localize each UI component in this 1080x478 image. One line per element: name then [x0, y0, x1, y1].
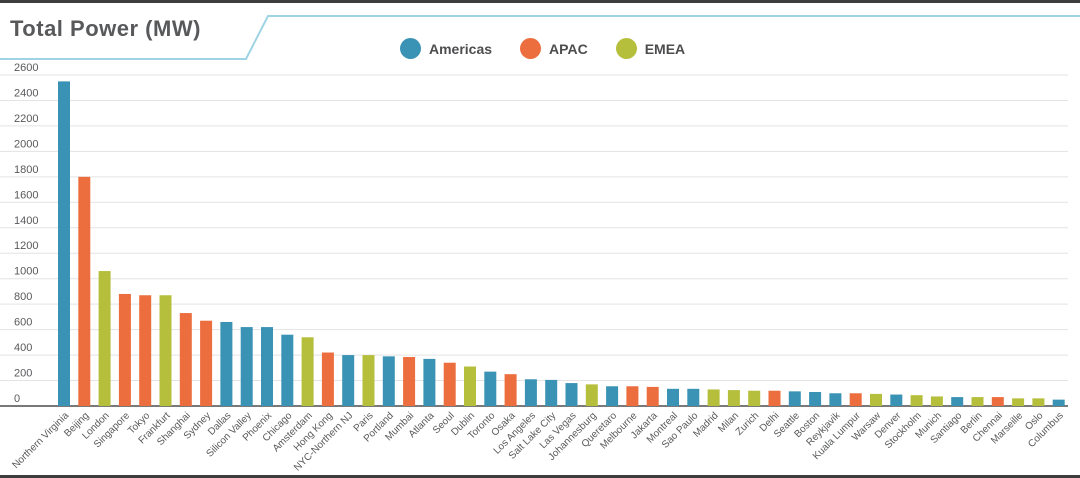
- bar-beijing: [78, 176, 91, 406]
- bar-salt-lake-city: [545, 379, 558, 406]
- bar-denver: [890, 394, 903, 406]
- y-tick-label: 1600: [14, 189, 38, 201]
- legend-emea-circle-icon: [615, 38, 637, 59]
- bar-melbourne: [626, 386, 639, 406]
- y-axis-ticks: 0 200 400 600 800 1000 1200 1400 1600 1800 2000 220…: [14, 62, 38, 405]
- bar-phoenix: [261, 327, 273, 406]
- y-tick-label: 1400: [14, 215, 38, 227]
- legend-apac-circle-icon: [520, 38, 542, 59]
- bar-munich: [930, 396, 943, 406]
- bar-seoul: [443, 362, 456, 406]
- y-tick-label: 2000: [14, 138, 38, 150]
- bar-northern-virginia: [58, 81, 70, 406]
- y-tick-label: 400: [14, 342, 32, 354]
- bars: [58, 81, 1065, 406]
- bar-stockholm: [910, 395, 923, 406]
- bar-chicago: [281, 334, 294, 406]
- bar-paris: [362, 355, 375, 406]
- y-tick-label: 200: [14, 368, 32, 380]
- bar-berlin: [971, 397, 984, 406]
- bar-santiago: [951, 397, 964, 406]
- bar-milan: [727, 390, 740, 406]
- bar-london: [98, 271, 111, 406]
- bar-queretaro: [606, 386, 619, 406]
- legend: Americas APAC EMEA: [400, 38, 713, 59]
- bar-tokyo: [139, 295, 152, 406]
- bar-portland: [382, 356, 395, 406]
- bar-toronto: [484, 371, 497, 406]
- bar-johannesburg: [585, 384, 598, 406]
- legend-item-americas: Americas: [400, 38, 492, 59]
- bar-dublin: [464, 366, 476, 406]
- bar-sao-paulo: [687, 388, 700, 406]
- y-tick-label: 1800: [14, 164, 38, 176]
- bar-kuala-lumpur: [849, 393, 862, 406]
- bar-singapore: [118, 293, 131, 406]
- bar-delhi: [768, 390, 781, 406]
- bar-frankfurt: [159, 295, 172, 406]
- bar-atlanta: [423, 358, 436, 406]
- x-tick-label: Zurich: [734, 410, 761, 437]
- y-tick-label: 1000: [14, 266, 38, 278]
- bar-los-angeles: [524, 379, 537, 406]
- bar-mumbai: [403, 356, 416, 406]
- chart-title: Total Power (MW): [10, 16, 201, 41]
- bar-jakarta: [646, 386, 659, 406]
- bar-madrid: [707, 389, 720, 406]
- y-tick-label: 2200: [14, 113, 38, 125]
- bar-shanghai: [179, 313, 192, 406]
- bar-montreal: [667, 388, 679, 406]
- bar-silicon-valley: [240, 327, 253, 406]
- bar-hong-kong: [321, 352, 334, 406]
- y-tick-label: 2600: [14, 62, 38, 74]
- bar-chennai: [991, 397, 1004, 406]
- gridlines: [0, 74, 1068, 407]
- bar-dallas: [220, 321, 233, 406]
- bar-amsterdam: [301, 337, 314, 406]
- bar-seattle: [788, 391, 801, 406]
- bar-columbus: [1052, 399, 1065, 406]
- bar-reykjavik: [829, 393, 842, 406]
- legend-item-emea: EMEA: [615, 38, 686, 59]
- y-tick-label: 600: [14, 317, 32, 329]
- legend-americas-circle-icon: [400, 38, 421, 59]
- bar-nyc-northern-nj: [342, 355, 355, 406]
- y-tick-label: 800: [14, 291, 32, 303]
- y-tick-label: 2400: [14, 87, 38, 99]
- bar-boston: [809, 391, 822, 406]
- legend-label-apac: APAC: [549, 40, 588, 57]
- legend-item-apac: APAC: [520, 38, 588, 59]
- title-underline: [0, 15, 1080, 60]
- bar-zurich: [748, 390, 761, 406]
- bar-las-vegas: [565, 383, 578, 406]
- y-tick-label: 0: [14, 393, 20, 405]
- legend-label-americas: Americas: [429, 40, 493, 57]
- bar-sydney: [200, 320, 213, 406]
- legend-label-emea: EMEA: [644, 40, 686, 57]
- bar-marseille: [1012, 398, 1025, 406]
- y-tick-label: 1200: [14, 240, 38, 252]
- x-axis-ticks: Northern VirginiaBeijingLondonSingaporeT…: [10, 410, 1065, 474]
- bar-osaka: [504, 374, 517, 406]
- x-tick-label: Northern Virginia: [10, 410, 71, 471]
- bar-oslo: [1032, 398, 1045, 406]
- bar-warsaw: [870, 393, 882, 406]
